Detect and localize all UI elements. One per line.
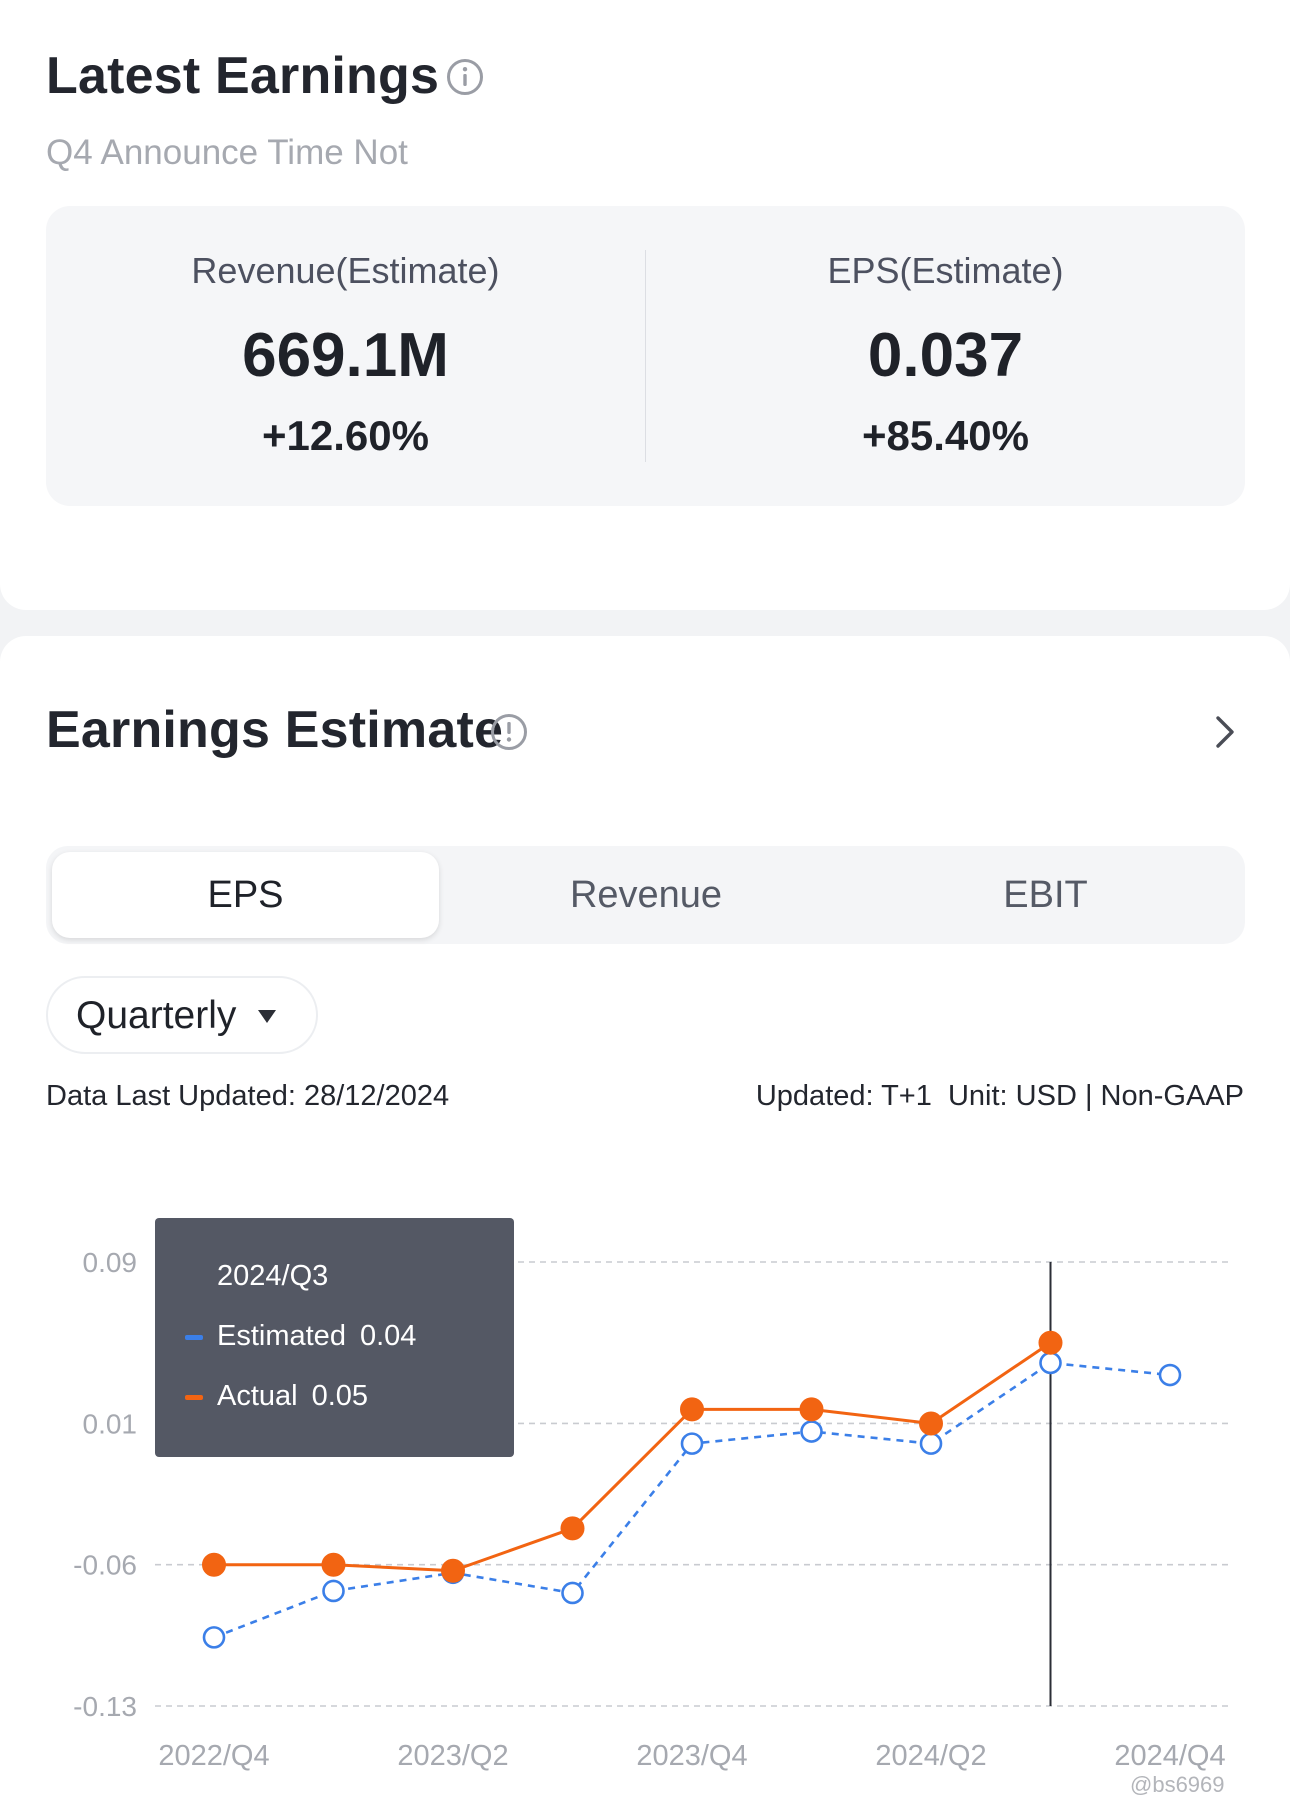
actual-point	[680, 1397, 704, 1422]
eps-estimate-label: EPS(Estimate)	[827, 250, 1064, 291]
tab-revenue[interactable]: Revenue	[569, 874, 723, 916]
eps-estimate-value: 0.037	[867, 321, 1024, 390]
estimated-point	[680, 1432, 704, 1455]
revenue-estimate-value: 669.1M	[242, 321, 449, 390]
alert-icon[interactable]	[490, 713, 528, 751]
estimated-point	[322, 1579, 345, 1603]
earnings-estimate-title: Earnings Estimate	[46, 701, 504, 759]
estimated-point	[1039, 1351, 1062, 1375]
eps-line-chart[interactable]: 0.09 0.01 -0.06 -0.13 2022/Q4 2023/Q2 2023/Q4 2…	[0, 1190, 1290, 1819]
y-tick-label: 0.09	[83, 1247, 138, 1278]
estimated-point	[561, 1581, 584, 1605]
revenue-estimate-change: +12.60%	[262, 412, 429, 459]
estimated-point	[202, 1626, 226, 1649]
actual-point	[202, 1552, 226, 1577]
tab-eps[interactable]: EPS	[52, 852, 439, 938]
estimate-summary-box: Revenue(Estimate) 669.1M +12.60% EPS(Est…	[46, 206, 1245, 506]
tooltip-actual-label: Actual	[217, 1380, 298, 1412]
y-tick-label: -0.06	[73, 1550, 137, 1581]
eps-estimate-change: +85.40%	[862, 412, 1029, 459]
metric-tabs: EPS Revenue EBIT	[46, 846, 1245, 944]
watermark: @bs6969	[1130, 1772, 1225, 1797]
estimated-swatch	[185, 1334, 203, 1340]
estimated-point	[919, 1432, 943, 1455]
actual-point	[321, 1552, 346, 1577]
data-last-updated: Data Last Updated: 28/12/2024	[46, 1080, 450, 1112]
estimate-divider	[645, 250, 646, 462]
caret-down-icon	[258, 1010, 276, 1023]
estimated-point	[1158, 1363, 1182, 1387]
y-tick-label: 0.01	[83, 1408, 138, 1439]
update-unit-info: Updated: T+1 Unit: USD | Non-GAAP	[755, 1080, 1244, 1112]
revenue-estimate: Revenue(Estimate) 669.1M +12.60%	[46, 206, 645, 506]
actual-point	[919, 1411, 943, 1436]
actual-swatch	[185, 1394, 203, 1400]
period-dropdown[interactable]: Quarterly	[46, 976, 318, 1054]
x-tick-label: 2023/Q2	[397, 1740, 508, 1772]
announce-time-text: Q4 Announce Time Not	[46, 133, 408, 172]
x-tick-label: 2024/Q4	[1114, 1740, 1225, 1772]
x-tick-label: 2022/Q4	[158, 1740, 269, 1772]
estimated-point	[800, 1420, 823, 1443]
period-dropdown-label: Quarterly	[76, 994, 237, 1037]
actual-point	[799, 1397, 824, 1422]
x-tick-label: 2024/Q2	[875, 1740, 986, 1772]
tooltip-estimated-label: Estimated	[217, 1320, 346, 1352]
actual-point	[441, 1558, 465, 1583]
chevron-right-icon[interactable]	[1212, 710, 1238, 754]
tooltip-estimated-row: Estimated 0.04	[185, 1320, 416, 1353]
x-tick-label: 2023/Q4	[636, 1740, 747, 1772]
actual-point	[1038, 1330, 1063, 1355]
latest-earnings-title: Latest Earnings	[46, 47, 440, 105]
tooltip-actual-row: Actual 0.05	[185, 1380, 368, 1413]
tooltip-estimated-value: 0.04	[359, 1320, 417, 1352]
tab-ebit[interactable]: EBIT	[1003, 874, 1088, 916]
y-tick-label: -0.13	[73, 1691, 137, 1722]
tooltip-title: 2024/Q3	[217, 1260, 329, 1292]
chart-tooltip: 2024/Q3 Estimated 0.04 Actual 0.05	[155, 1218, 514, 1457]
revenue-estimate-label: Revenue(Estimate)	[191, 250, 500, 291]
eps-estimate: EPS(Estimate) 0.037 +85.40%	[646, 206, 1245, 506]
actual-point	[560, 1516, 585, 1541]
info-icon[interactable]	[446, 58, 484, 96]
actual-series-line	[214, 1341, 1052, 1573]
tooltip-actual-value: 0.05	[311, 1380, 369, 1412]
